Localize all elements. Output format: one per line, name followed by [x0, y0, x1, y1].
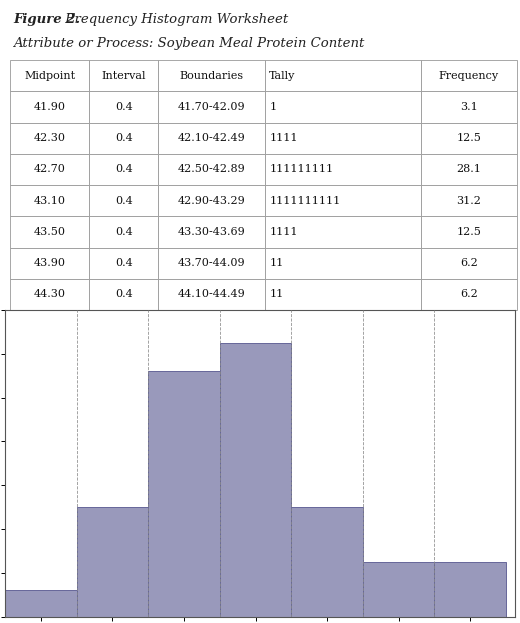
Bar: [421, 279, 517, 310]
Text: Tally: Tally: [269, 71, 295, 81]
Bar: [265, 92, 421, 123]
Bar: [421, 247, 517, 279]
Bar: [158, 92, 265, 123]
Bar: [265, 216, 421, 247]
Text: 43.50: 43.50: [34, 227, 66, 237]
Text: 6.2: 6.2: [460, 290, 478, 300]
Bar: [158, 279, 265, 310]
Text: 6.2: 6.2: [460, 258, 478, 268]
Bar: [158, 154, 265, 185]
Text: 31.2: 31.2: [457, 196, 482, 206]
Text: 0.4: 0.4: [115, 164, 133, 174]
Bar: [421, 185, 517, 216]
Text: 28.1: 28.1: [457, 164, 482, 174]
Text: 41.90: 41.90: [34, 102, 66, 112]
Bar: [421, 154, 517, 185]
Text: Midpoint: Midpoint: [24, 71, 75, 81]
Bar: [10, 154, 89, 185]
Text: 43.10: 43.10: [34, 196, 66, 206]
Text: 11: 11: [269, 290, 283, 300]
Text: 0.4: 0.4: [115, 290, 133, 300]
Text: 0.4: 0.4: [115, 133, 133, 143]
Bar: [265, 123, 421, 154]
Text: 3.1: 3.1: [460, 102, 478, 112]
Bar: [5, 589, 77, 617]
Bar: [10, 92, 89, 123]
Bar: [220, 343, 291, 617]
Text: 41.70-42.09: 41.70-42.09: [178, 102, 245, 112]
Text: 42.50-42.89: 42.50-42.89: [178, 164, 245, 174]
Text: Frequency Histogram Worksheet: Frequency Histogram Worksheet: [61, 12, 289, 26]
Bar: [158, 247, 265, 279]
Bar: [10, 247, 89, 279]
Bar: [421, 60, 517, 92]
Bar: [158, 216, 265, 247]
Text: Boundaries: Boundaries: [179, 71, 244, 81]
Bar: [421, 123, 517, 154]
Text: Frequency: Frequency: [439, 71, 499, 81]
Text: Attribute or Process: Soybean Meal Protein Content: Attribute or Process: Soybean Meal Prote…: [13, 37, 364, 50]
Bar: [89, 216, 158, 247]
Text: 111111111: 111111111: [269, 164, 333, 174]
Bar: [77, 507, 148, 617]
Text: 43.90: 43.90: [34, 258, 66, 268]
Bar: [158, 60, 265, 92]
Bar: [158, 123, 265, 154]
Bar: [89, 185, 158, 216]
Text: 11: 11: [269, 258, 283, 268]
Bar: [291, 507, 363, 617]
Bar: [89, 279, 158, 310]
Text: Figure 2.: Figure 2.: [13, 12, 80, 26]
Bar: [89, 247, 158, 279]
Text: 0.4: 0.4: [115, 258, 133, 268]
Text: 1111111111: 1111111111: [269, 196, 341, 206]
Text: 0.4: 0.4: [115, 102, 133, 112]
Bar: [265, 60, 421, 92]
Bar: [10, 216, 89, 247]
Bar: [89, 123, 158, 154]
Bar: [10, 279, 89, 310]
Bar: [10, 60, 89, 92]
Bar: [265, 279, 421, 310]
Bar: [421, 92, 517, 123]
Text: 42.30: 42.30: [34, 133, 66, 143]
Bar: [363, 563, 434, 617]
Bar: [89, 154, 158, 185]
Bar: [89, 60, 158, 92]
Bar: [10, 123, 89, 154]
Bar: [89, 92, 158, 123]
Bar: [265, 247, 421, 279]
Text: 12.5: 12.5: [457, 227, 482, 237]
Text: 0.4: 0.4: [115, 227, 133, 237]
Bar: [434, 563, 506, 617]
Text: 1111: 1111: [269, 227, 297, 237]
Text: 44.10-44.49: 44.10-44.49: [178, 290, 245, 300]
Text: 1: 1: [269, 102, 276, 112]
Bar: [421, 216, 517, 247]
Text: 42.70: 42.70: [34, 164, 66, 174]
Bar: [158, 185, 265, 216]
Text: 0.4: 0.4: [115, 196, 133, 206]
Text: 42.10-42.49: 42.10-42.49: [178, 133, 245, 143]
Text: 43.30-43.69: 43.30-43.69: [178, 227, 245, 237]
Bar: [265, 154, 421, 185]
Text: 12.5: 12.5: [457, 133, 482, 143]
Text: Interval: Interval: [101, 71, 146, 81]
Bar: [148, 371, 220, 617]
Bar: [265, 185, 421, 216]
Text: 44.30: 44.30: [34, 290, 66, 300]
Text: 1111: 1111: [269, 133, 297, 143]
Bar: [10, 185, 89, 216]
Text: 43.70-44.09: 43.70-44.09: [178, 258, 245, 268]
Text: 42.90-43.29: 42.90-43.29: [178, 196, 245, 206]
